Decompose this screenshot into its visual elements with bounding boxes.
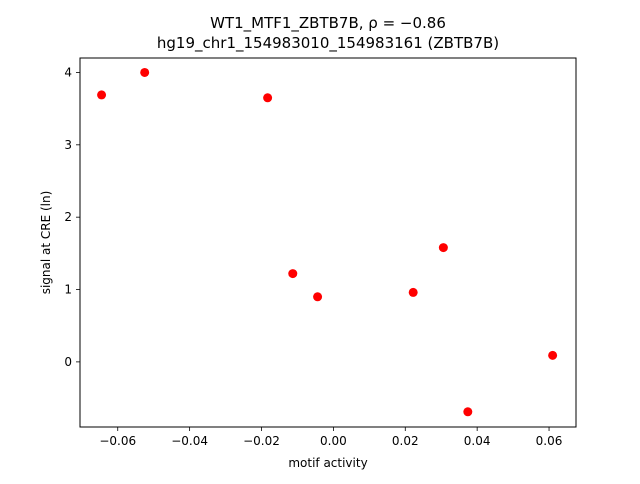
scatter-point — [313, 292, 323, 302]
x-tick-label: 0.00 — [320, 434, 347, 448]
y-tick-label: 2 — [64, 210, 72, 224]
scatter-point — [97, 90, 107, 100]
x-tick-label: −0.04 — [171, 434, 208, 448]
chart-title: WT1_MTF1_ZBTB7B, ρ = −0.86 — [210, 14, 446, 33]
x-tick-label: −0.02 — [243, 434, 280, 448]
x-tick-label: −0.06 — [99, 434, 136, 448]
scatter-point — [463, 407, 473, 417]
axis-ticks: −0.06 −0.04 −0.02 0.00 0.02 0.04 0.06 0 1 2 3 4 — [64, 65, 562, 448]
y-tick-label: 3 — [64, 138, 72, 152]
scatter-point — [548, 350, 558, 360]
x-tick-label: 0.06 — [536, 434, 563, 448]
x-axis-label: motif activity — [288, 456, 367, 470]
x-tick-label: 0.04 — [464, 434, 491, 448]
chart-subtitle: hg19_chr1_154983010_154983161 (ZBTB7B) — [157, 34, 499, 53]
scatter-point — [288, 269, 298, 279]
x-tick-label: 0.02 — [392, 434, 419, 448]
scatter-point — [140, 67, 150, 77]
plot-frame — [79, 57, 577, 428]
scatter-point — [438, 243, 448, 253]
scatter-point — [263, 93, 273, 103]
data-points — [97, 67, 558, 417]
scatter-point — [408, 287, 418, 297]
y-tick-label: 4 — [64, 65, 72, 79]
y-tick-label: 0 — [64, 355, 72, 369]
y-axis-label: signal at CRE (ln) — [39, 191, 53, 295]
y-tick-label: 1 — [64, 283, 72, 297]
